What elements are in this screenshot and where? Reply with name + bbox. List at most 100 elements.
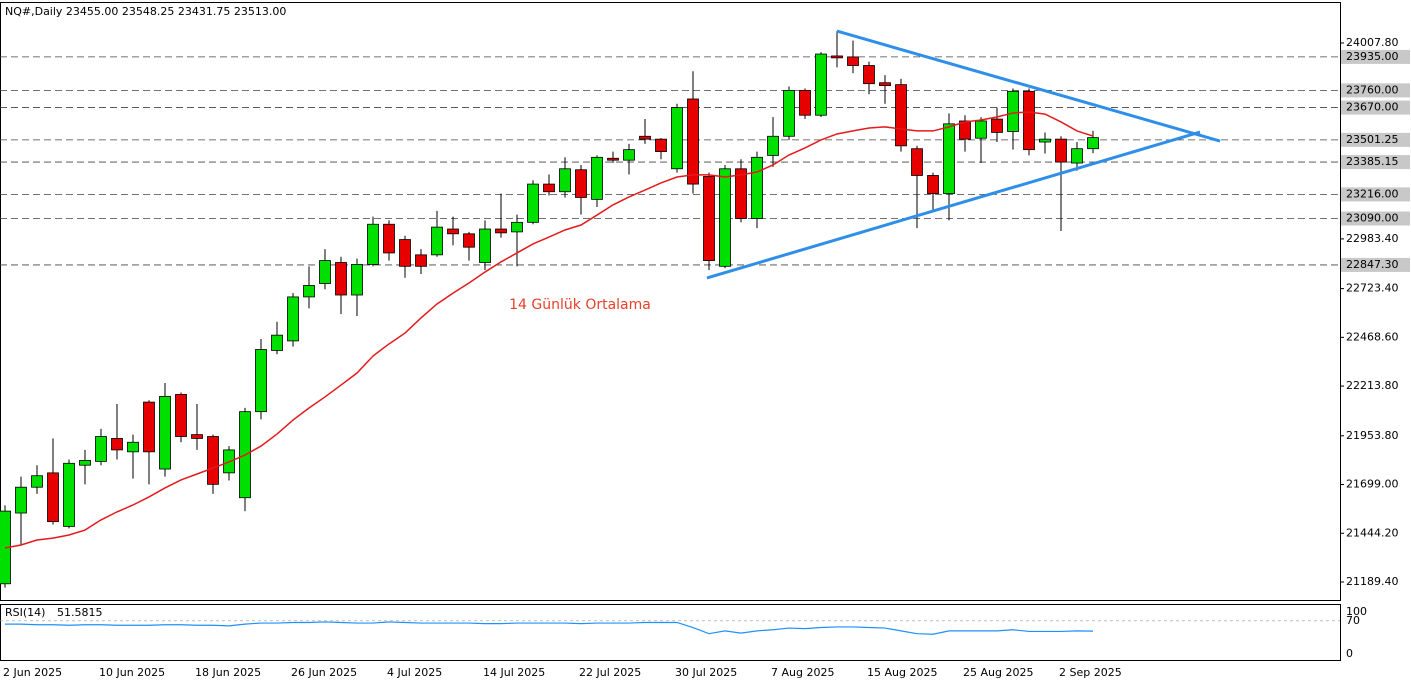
level-label-box: [1341, 187, 1410, 202]
candle-body: [991, 118, 1003, 133]
candle-body: [623, 149, 635, 161]
candle-body: [527, 183, 539, 223]
candle-body: [383, 223, 395, 254]
candle-body: [191, 434, 203, 439]
y-tick-label: 22983.40: [1346, 232, 1399, 245]
y-tick-label: 70: [1346, 614, 1360, 627]
candle-body: [767, 135, 779, 156]
level-label: 23090.00: [1346, 212, 1399, 225]
candle-body: [703, 176, 715, 261]
candle-body: [1023, 90, 1035, 151]
level-label-box: [1341, 211, 1410, 226]
y-tick-label: 22468.60: [1346, 330, 1399, 343]
candle-body: [751, 156, 763, 219]
candle-body: [63, 462, 75, 527]
candle-body: [575, 169, 587, 198]
candle-body: [479, 228, 491, 263]
candle-body: [943, 123, 955, 195]
level-label: 23385.15: [1346, 155, 1399, 168]
moving-average: [4, 111, 1094, 549]
x-tick-label: 4 Jul 2025: [387, 666, 442, 679]
y-tick-label: 21444.20: [1346, 526, 1399, 539]
x-tick-label: 25 Aug 2025: [963, 666, 1033, 679]
candle-body: [207, 436, 219, 485]
candle-body: [143, 401, 155, 453]
candle-body: [671, 107, 683, 170]
y-tick-label: 100: [1346, 605, 1367, 618]
candle-body: [1039, 138, 1051, 143]
level-label: 23501.25: [1346, 133, 1399, 146]
x-tick-label: 2 Jun 2025: [3, 666, 62, 679]
candle-body: [1007, 90, 1019, 132]
candle-body: [543, 183, 555, 193]
candle-body: [879, 82, 891, 86]
level-label-box: [1341, 83, 1410, 98]
main-pane: [0, 2, 1341, 601]
candle-body: [927, 175, 939, 195]
y-tick-label: 21953.80: [1346, 429, 1399, 442]
candle-body: [351, 264, 363, 296]
candle-body: [735, 168, 747, 219]
candle-body: [47, 472, 59, 523]
x-tick-label: 14 Jul 2025: [483, 666, 545, 679]
x-tick-label: 15 Aug 2025: [867, 666, 937, 679]
candle-body: [79, 460, 91, 466]
candle-body: [415, 254, 427, 267]
candle-body: [111, 438, 123, 451]
candle-body: [783, 89, 795, 137]
x-tick-label: 2 Sep 2025: [1059, 666, 1122, 679]
candle-body: [959, 120, 971, 140]
x-tick-label: 22 Jul 2025: [579, 666, 641, 679]
candle-body: [719, 168, 731, 267]
y-tick-label: 21699.00: [1346, 478, 1399, 491]
candle-body: [911, 148, 923, 176]
level-label-box: [1341, 155, 1410, 170]
trendline: [836, 29, 1221, 143]
annotation: 14 Günlük Ortalama: [509, 297, 651, 313]
x-tick-label: 26 Jun 2025: [291, 666, 357, 679]
candle-body: [655, 138, 667, 152]
candle-body: [863, 65, 875, 85]
candle-body: [367, 223, 379, 265]
candle-body: [1087, 137, 1099, 150]
y-tick-label: 21189.40: [1346, 575, 1399, 588]
y-tick-label: 0: [1346, 647, 1353, 660]
candle-body: [447, 228, 459, 235]
candle-body: [687, 98, 699, 185]
candle-body: [1071, 148, 1083, 164]
candle-body: [1055, 138, 1067, 163]
candle-body: [799, 89, 811, 116]
trendline: [706, 130, 1201, 280]
level-label: 23216.00: [1346, 187, 1399, 200]
x-tick-label: 30 Jul 2025: [675, 666, 737, 679]
candle-body: [831, 55, 843, 59]
candle-body: [895, 84, 907, 147]
level-label-box: [1341, 100, 1410, 115]
level-label-box: [1341, 49, 1410, 64]
y-tick-label: 22723.40: [1346, 282, 1399, 295]
candle-body: [175, 394, 187, 437]
rsi-title: RSI(14): [5, 606, 45, 619]
candle-body: [335, 262, 347, 296]
candle-body: [159, 395, 171, 470]
level-label: 22847.30: [1346, 258, 1399, 271]
level-label: 23670.00: [1346, 101, 1399, 114]
rsi-line: [5, 621, 1094, 635]
candle-body: [639, 135, 651, 140]
x-tick-label: 7 Aug 2025: [771, 666, 834, 679]
candle-body: [319, 260, 331, 284]
candle-body: [303, 285, 315, 298]
candle-body: [431, 226, 443, 256]
candle-body: [31, 475, 43, 488]
candle-body: [975, 120, 987, 139]
candle-body: [127, 441, 139, 453]
x-tick-label: 18 Jun 2025: [195, 666, 261, 679]
level-label-box: [1341, 257, 1410, 272]
rsi-pane: [0, 604, 1341, 661]
candle-body: [847, 56, 859, 66]
candle-body: [287, 296, 299, 342]
candle-body: [815, 53, 827, 116]
y-tick-label: 22213.80: [1346, 379, 1399, 392]
